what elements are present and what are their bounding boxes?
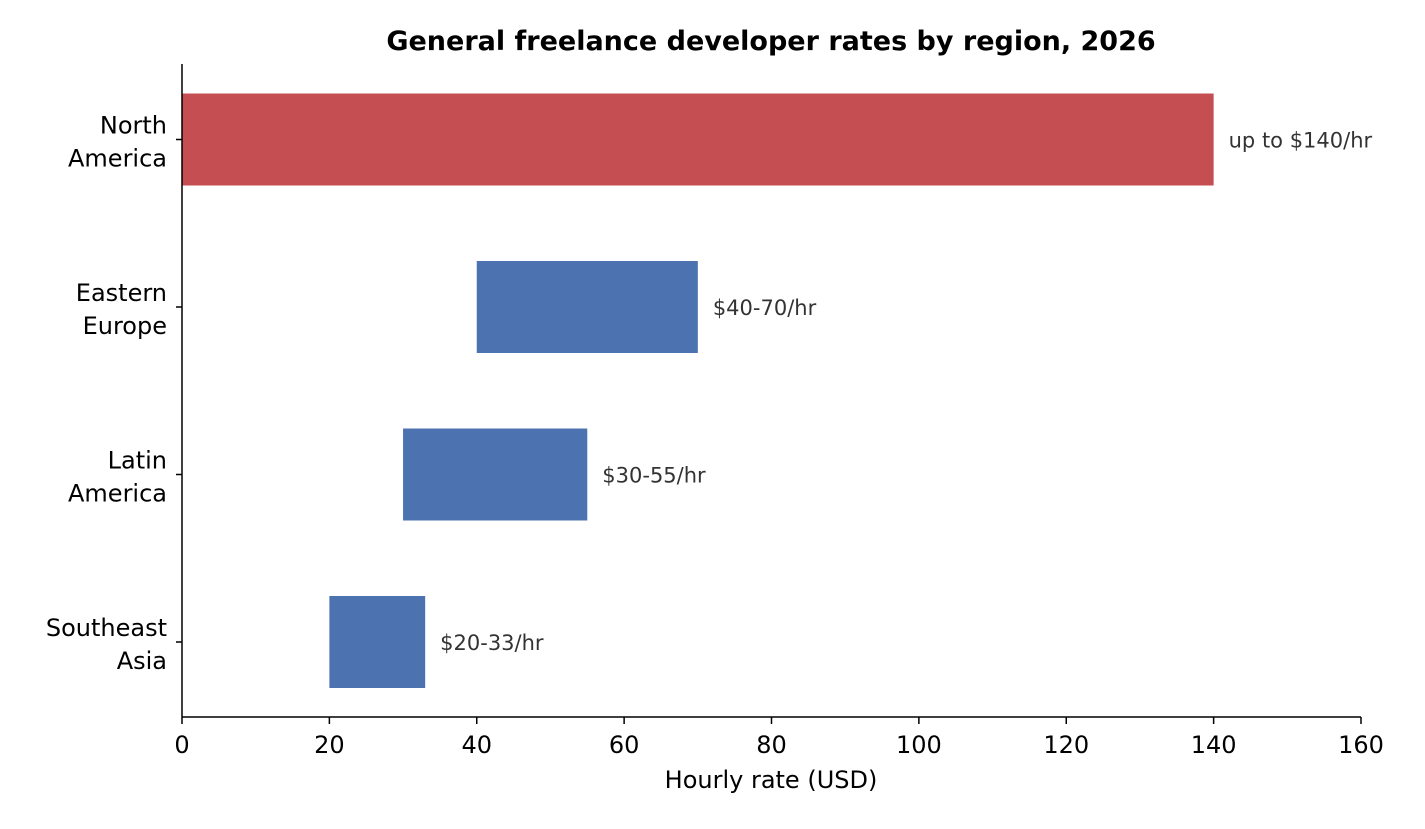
y-tick-label: Southeast Asia xyxy=(46,614,167,675)
y-tick-label-line: America xyxy=(68,480,167,508)
x-axis-label: Hourly rate (USD) xyxy=(665,766,878,794)
y-tick-label-line: Europe xyxy=(83,312,167,340)
bar-value-label: $20-33/hr xyxy=(440,631,544,655)
x-tick-label: 40 xyxy=(461,731,492,759)
y-axis: North America Eastern Europe Latin America Sou… xyxy=(46,64,183,717)
x-tick-label: 140 xyxy=(1191,731,1237,759)
y-tick-label-line: Asia xyxy=(117,647,167,675)
value-labels-layer: up to $140/hr $40-70/hr $30-55/hr $20-33/hr xyxy=(440,129,1372,656)
x-tick-label: 100 xyxy=(896,731,942,759)
bars-layer xyxy=(182,93,1214,688)
chart-title: General freelance developer rates by reg… xyxy=(386,26,1155,57)
y-tick-label-line: Latin xyxy=(108,447,167,475)
y-tick-label: Eastern Europe xyxy=(76,279,167,340)
bar xyxy=(403,428,588,521)
bar-value-label: $30-55/hr xyxy=(602,464,706,488)
y-tick-label-line: Southeast xyxy=(46,614,167,642)
bar xyxy=(329,596,426,688)
x-tick-label: 60 xyxy=(609,731,640,759)
bar-value-label: $40-70/hr xyxy=(713,296,817,320)
x-tick-label: 20 xyxy=(314,731,345,759)
y-tick-label: Latin America xyxy=(68,447,167,508)
x-tick-label: 80 xyxy=(756,731,787,759)
x-tick-label: 0 xyxy=(174,731,189,759)
y-tick-label-line: North xyxy=(100,112,167,140)
y-tick-label-line: Eastern xyxy=(76,279,167,307)
x-tick-label: 120 xyxy=(1043,731,1089,759)
y-tick-label-line: America xyxy=(68,145,167,173)
bar-value-label: up to $140/hr xyxy=(1229,129,1373,153)
y-tick-label: North America xyxy=(68,112,167,173)
bar xyxy=(182,93,1214,186)
bar xyxy=(476,261,698,353)
x-tick-label: 160 xyxy=(1338,731,1384,759)
x-axis: 0 20 40 60 80 100 120 140 160 xyxy=(174,716,1384,759)
